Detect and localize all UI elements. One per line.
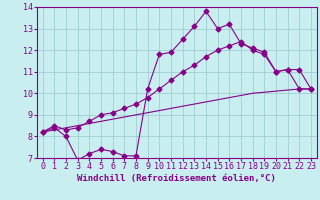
X-axis label: Windchill (Refroidissement éolien,°C): Windchill (Refroidissement éolien,°C) [77, 174, 276, 183]
